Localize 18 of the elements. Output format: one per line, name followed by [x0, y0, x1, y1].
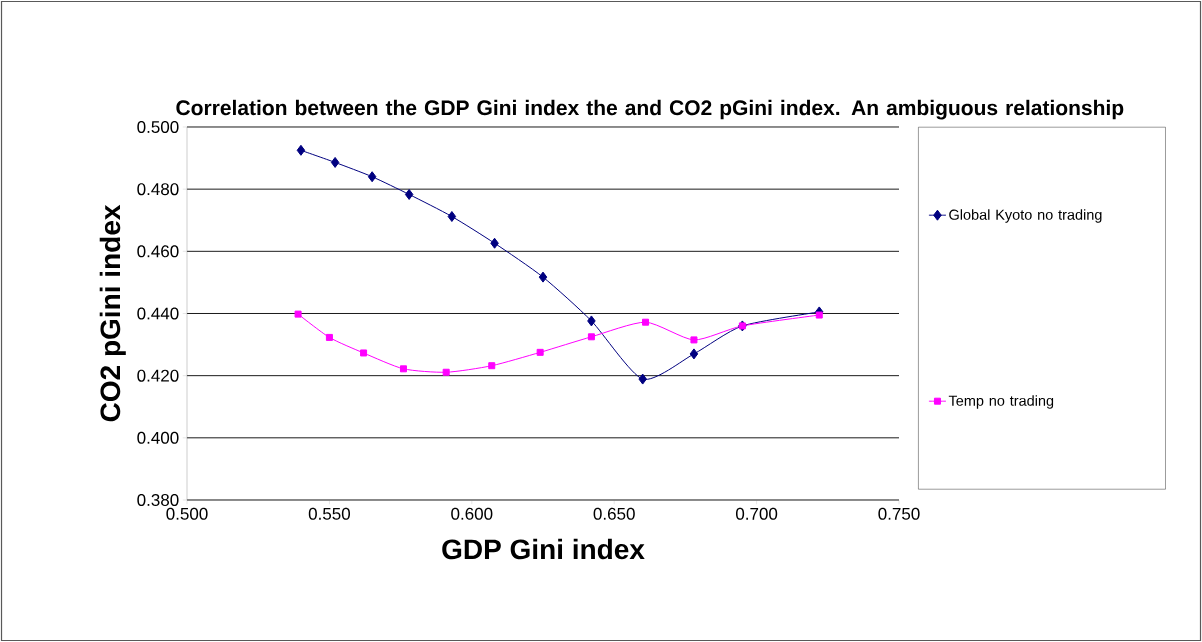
x-tick-label: 0.550 [308, 507, 351, 520]
y-tick-label: 0.480 [137, 183, 179, 196]
x-tick-label: 0.750 [878, 507, 920, 520]
y-tick-label: 0.400 [137, 431, 179, 444]
y-tick-label: 0.380 [137, 493, 179, 507]
y-tick-label: 0.460 [137, 245, 179, 258]
y-tick-label: 0.440 [137, 307, 179, 320]
y-axis-title: CO2 pGini index [99, 204, 126, 422]
x-axis-title: GDP Gini index [442, 538, 645, 560]
x-tick-label: 0.600 [451, 507, 493, 520]
legend-label: Global Kyoto no trading [949, 209, 1102, 223]
y-tick-label: 0.420 [137, 369, 179, 382]
x-tick-label: 0.700 [735, 507, 778, 520]
x-tick-label: 0.500 [166, 507, 208, 520]
y-tick-label: 0.500 [137, 120, 179, 134]
x-tick-label: 0.650 [593, 507, 635, 520]
legend-label: Temp no trading [948, 395, 1054, 409]
chart-title: Correlation between the GDP Gini index the and CO2 pGini index. An ambiguous relationship [176, 99, 1124, 120]
